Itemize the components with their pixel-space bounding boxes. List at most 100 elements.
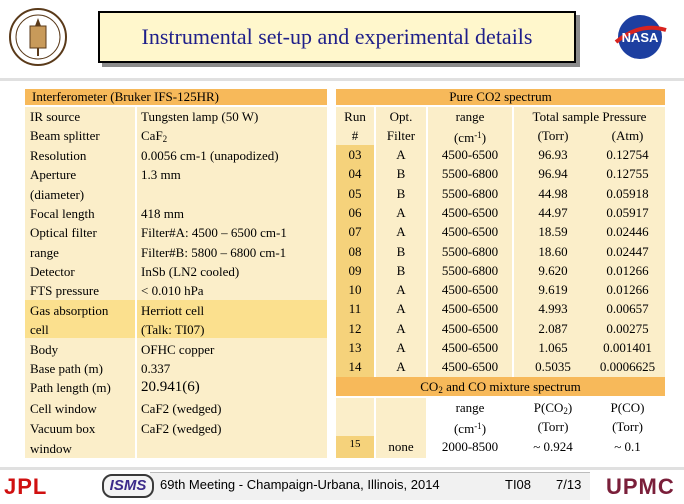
meeting-text: 69th Meeting - Champaign-Urbana, Illinoi… xyxy=(160,477,440,492)
spectrum-cell-range: 4500-6500 xyxy=(441,359,499,375)
upmc-logo: UPMC xyxy=(606,474,675,499)
value-focal-length: 418 mm xyxy=(141,206,184,221)
spectrum-cell-filter: A xyxy=(396,301,406,317)
col-range: range xyxy=(455,109,485,124)
label-gas-absorption: Gas absorption xyxy=(30,303,109,318)
instrument-table: Interferometer (Bruker IFS-125HR) IR sou… xyxy=(25,89,327,458)
range-col-bg xyxy=(428,107,512,377)
mix-filter-bg xyxy=(376,398,426,458)
spectrum-cell-run: 06 xyxy=(348,204,362,220)
spectrum-cell-torr: 1.065 xyxy=(538,340,568,355)
spectrum-cell-run: 04 xyxy=(348,166,362,182)
run-values-bg xyxy=(336,145,374,377)
col-filter: Filter xyxy=(386,128,416,143)
spectrum-cell-torr: 18.59 xyxy=(538,224,568,240)
spectrum-cell-filter: B xyxy=(396,185,406,201)
mix-col-pco2-unit: (Torr) xyxy=(537,419,569,434)
spectrum-cell-range: 5500-6800 xyxy=(441,262,499,278)
jpl-logo: JPL xyxy=(4,474,48,499)
spectrum-heading: Pure CO2 spectrum xyxy=(336,89,665,105)
spectrum-cell-atm: 0.12755 xyxy=(606,166,649,182)
mix-range: 2000-8500 xyxy=(441,439,499,454)
value-resolution: 0.0056 cm-1 (unapodized) xyxy=(141,148,279,163)
spectrum-cell-torr: 18.60 xyxy=(538,243,568,259)
label-aperture: Aperture xyxy=(30,167,77,182)
spectrum-cell-run: 11 xyxy=(348,301,362,317)
spectrum-cell-run: 05 xyxy=(348,185,362,201)
spectrum-cell-atm: 0.12754 xyxy=(606,147,649,162)
spectrum-cell-torr: 44.97 xyxy=(538,204,568,220)
nasa-logo-icon: NASA xyxy=(610,12,670,62)
value-path-length: 20.941(6) xyxy=(141,379,200,395)
spectrum-cell-filter: B xyxy=(396,262,406,278)
value-cell-window: CaF2 (wedged) xyxy=(141,401,222,416)
label-resolution: Resolution xyxy=(30,148,87,163)
spectrum-cell-range: 4500-6500 xyxy=(441,320,499,336)
gas-cell-value-bg xyxy=(137,300,327,338)
spectrum-cell-filter: A xyxy=(396,320,406,336)
label-vacuum-box: Vacuum box xyxy=(30,421,96,436)
spectrum-cell-run: 13 xyxy=(348,340,362,355)
spectrum-cell-atm: 0.00657 xyxy=(606,301,649,317)
label-optical-filter: Optical filter xyxy=(30,225,97,240)
col-torr: (Torr) xyxy=(537,128,569,143)
spectrum-cell-filter: A xyxy=(396,282,406,298)
spectrum-cell-atm: 0.01266 xyxy=(606,262,649,278)
isms-logo: ISMS xyxy=(102,474,154,498)
mix-col-pco2: P(CO2) xyxy=(533,400,573,416)
university-seal-icon xyxy=(8,4,68,70)
value-filter-b: Filter#B: 5800 – 6800 cm-1 xyxy=(141,245,287,260)
spectrum-cell-filter: A xyxy=(396,340,406,355)
spectrum-cell-atm: 0.02446 xyxy=(606,224,649,240)
col-atm: (Atm) xyxy=(611,128,644,143)
spectrum-cell-filter: A xyxy=(396,147,406,162)
label-cell-window: Cell window xyxy=(30,401,97,416)
label-path-length: Path length (m) xyxy=(30,380,111,395)
spectrum-cell-torr: 4.993 xyxy=(538,301,568,317)
label-diameter: (diameter) xyxy=(30,187,85,202)
spectrum-cell-filter: A xyxy=(396,224,406,240)
value-filter-a: Filter#A: 4500 – 6500 cm-1 xyxy=(141,225,287,240)
value-herriott-cell: Herriott cell xyxy=(141,303,205,318)
label-cell: cell xyxy=(30,322,49,337)
value-aperture: 1.3 mm xyxy=(141,167,181,182)
mix-run-value-bg xyxy=(336,436,374,458)
col-run-num: # xyxy=(351,128,359,143)
value-fts-pressure: < 0.010 hPa xyxy=(141,283,204,298)
header-divider xyxy=(0,78,684,81)
spectrum-cell-range: 4500-6500 xyxy=(441,301,499,317)
slide-title: Instrumental set-up and experimental det… xyxy=(98,11,576,63)
spectrum-cell-atm: 0.05917 xyxy=(606,204,649,220)
spectrum-cell-atm: 0.01266 xyxy=(606,282,649,298)
talk-code: TI08 xyxy=(505,477,532,492)
spectrum-cell-filter: B xyxy=(396,166,406,182)
svg-text:NASA: NASA xyxy=(622,30,659,45)
spectrum-cell-run: 09 xyxy=(348,262,362,278)
spectrum-cell-run: 10 xyxy=(348,282,362,298)
spectrum-cell-atm: 0.0006625 xyxy=(599,359,656,375)
mix-filter: none xyxy=(388,439,414,454)
spectrum-cell-range: 5500-6800 xyxy=(441,243,499,259)
spectrum-cell-range: 5500-6800 xyxy=(441,185,499,201)
label-body: Body xyxy=(30,342,59,357)
pressure-col-bg xyxy=(514,107,665,377)
spectrum-cell-run: 07 xyxy=(348,224,362,240)
label-detector: Detector xyxy=(30,264,75,279)
spectrum-cell-range: 4500-6500 xyxy=(441,282,499,298)
spectrum-cell-torr: 9.619 xyxy=(538,282,568,298)
spectrum-cell-range: 4500-6500 xyxy=(441,340,499,355)
spectrum-cell-run: 14 xyxy=(348,359,362,375)
instrument-label-bg xyxy=(25,107,135,300)
label-window: window xyxy=(30,441,72,456)
spectrum-cell-filter: A xyxy=(396,359,406,375)
value-vacuum-window: CaF2 (wedged) xyxy=(141,421,222,436)
label-range: range xyxy=(30,245,59,260)
cell-value-bg xyxy=(137,338,327,458)
spectrum-cell-run: 03 xyxy=(348,147,362,162)
mix-col-range-unit: (cm-1) xyxy=(453,421,487,436)
mix-col-pco-unit: (Torr) xyxy=(612,419,643,434)
spectrum-cell-run: 12 xyxy=(348,320,362,336)
col-total-pressure: Total sample Pressure xyxy=(532,109,647,124)
spectrum-cell-range: 4500-6500 xyxy=(441,224,499,240)
col-range-unit: (cm-1) xyxy=(453,130,487,145)
